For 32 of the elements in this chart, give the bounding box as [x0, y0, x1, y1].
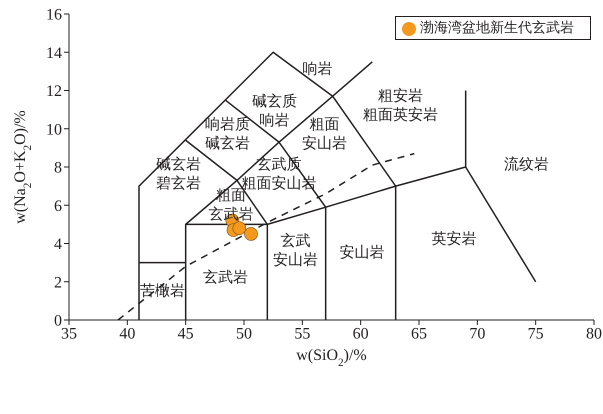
x-tick-label: 45: [178, 325, 194, 342]
y-tick-label: 16: [46, 6, 62, 24]
x-tick-label: 80: [586, 325, 602, 342]
y-tick-label: 8: [54, 160, 62, 177]
x-tick-label: 65: [411, 325, 427, 342]
x-tick-label: 70: [469, 325, 486, 342]
annotation: 玄武岩: [202, 268, 248, 286]
y-tick-label: 0: [54, 312, 62, 330]
annotation: 响岩: [302, 60, 332, 78]
x-tick-label: 60: [352, 325, 369, 342]
annotation: 粗面安山岩: [302, 116, 347, 152]
y-tick-label: 6: [54, 198, 62, 215]
x-tick-label: 35: [61, 325, 77, 342]
annotation: 苦橄岩: [140, 282, 185, 300]
x-tick-label: 75: [528, 325, 544, 342]
y-tick-label: 14: [46, 44, 62, 62]
annotation: 英安岩: [432, 230, 476, 248]
annotation: 碱玄质响岩: [252, 93, 297, 130]
y-tick-label: 4: [54, 236, 62, 254]
y-tick-label: 10: [46, 121, 62, 138]
annotation: 流纹岩: [504, 156, 549, 174]
annotation: 安山岩: [339, 244, 384, 262]
annotation: 粗安岩粗面英安岩: [362, 87, 438, 124]
annotation: 响岩质碱玄岩: [205, 116, 250, 152]
annotation: 玄武安山岩: [272, 232, 318, 269]
legend-label: 渤海湾盆地新生代玄武岩: [420, 21, 574, 36]
x-tick-label: 40: [119, 325, 136, 342]
x-tick-label: 50: [236, 325, 252, 342]
y-tick-label: 2: [54, 274, 62, 292]
x-axis-title: w(SiO$_{2}$)/%: [296, 347, 367, 369]
y-tick-label: 12: [46, 83, 62, 100]
x-tick-label: 55: [294, 325, 310, 342]
